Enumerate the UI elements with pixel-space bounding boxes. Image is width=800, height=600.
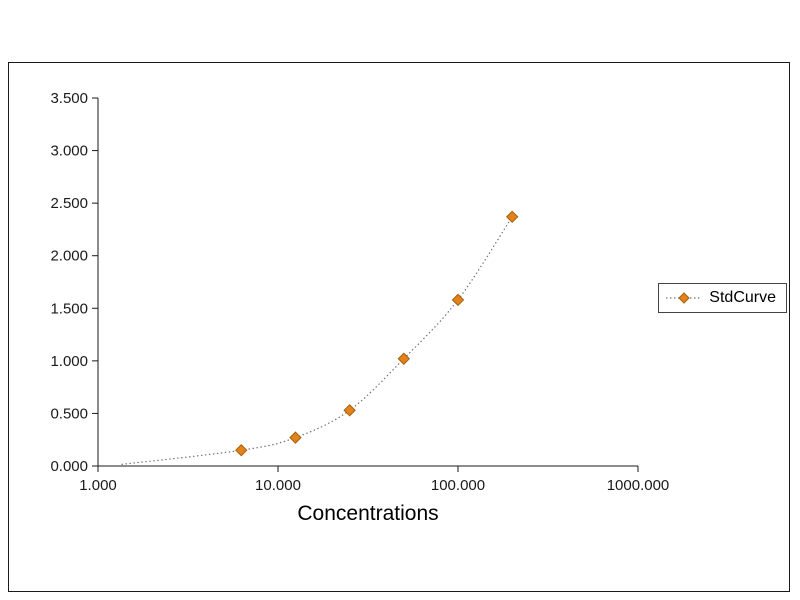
y-tick-label: 1.500: [50, 300, 88, 317]
y-tick-label: 0.500: [50, 405, 88, 422]
y-tick-label: 3.000: [50, 143, 88, 160]
x-axis-title: Concentrations: [297, 502, 438, 525]
data-point-marker: [505, 210, 519, 224]
x-tick-label: 10.000: [255, 477, 301, 494]
stdcurve-fit-line: [121, 216, 513, 465]
y-tick-label: 1.000: [50, 353, 88, 370]
standard-curve-chart: 0.000 0.500 1.000 1.500 2.000 2.500 3.000 3.500…: [8, 62, 790, 592]
data-point-marker: [289, 431, 302, 444]
x-tick-label: 100.000: [431, 477, 485, 494]
y-tick-label: 2.500: [50, 195, 88, 212]
y-tick-label: 2.000: [50, 248, 88, 265]
plot-area: 0.000 0.500 1.000 1.500 2.000 2.500 3.000 3.500…: [50, 90, 670, 525]
y-tick-label: 3.500: [50, 90, 88, 107]
data-point-marker: [235, 444, 248, 457]
data-point-marker: [343, 404, 356, 417]
legend-diamond-sample: [678, 292, 691, 304]
x-tick-label: 1000.000: [607, 477, 670, 494]
y-tick-label: 0.000: [50, 458, 88, 475]
legend-label-stdcurve: StdCurve: [709, 289, 776, 306]
legend: StdCurve: [658, 283, 787, 313]
data-point-marker: [397, 352, 411, 365]
data-point-marker: [451, 293, 465, 307]
legend-marker-stdcurve: [666, 292, 703, 304]
x-tick-label: 1.000: [79, 477, 117, 494]
